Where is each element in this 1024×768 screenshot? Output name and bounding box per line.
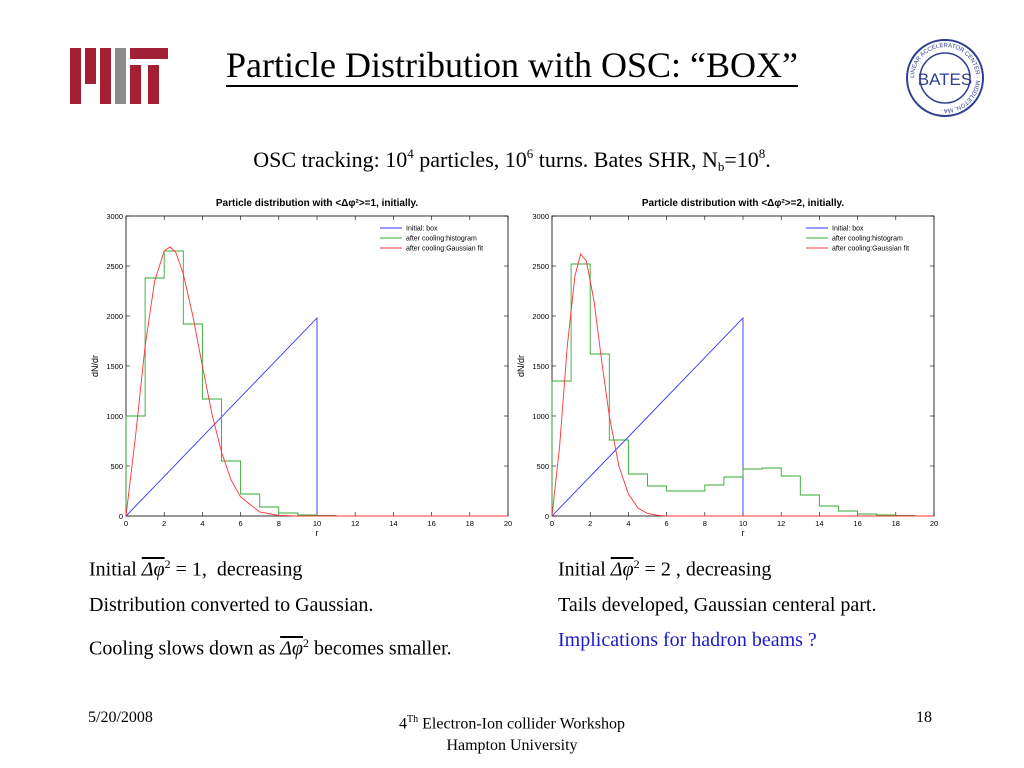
x-tick-label: 20	[930, 519, 938, 528]
x-tick-label: 8	[703, 519, 707, 528]
mit-logo	[70, 48, 168, 104]
series-line-1	[551, 263, 934, 517]
chart-title: Particle distribution with <Δφ²>=2, init…	[642, 198, 844, 209]
x-tick-label: 12	[777, 519, 785, 528]
x-tick-label: 0	[124, 519, 128, 528]
y-tick-label: 1500	[106, 362, 123, 371]
caption-left-line3-pre: Cooling slows down as	[89, 637, 276, 660]
legend-label-0: Initial: box	[832, 226, 864, 233]
y-tick-label: 3000	[532, 212, 549, 221]
y-tick-label: 1500	[532, 362, 549, 371]
slide-subtitle: OSC tracking: 104 particles, 106 turns. …	[0, 146, 1024, 175]
caption-right-eq: = 2 ,	[644, 558, 681, 581]
x-tick-label: 20	[504, 519, 512, 528]
footer-workshop-pre: 4	[399, 715, 408, 733]
series-line-2	[125, 246, 508, 517]
chart-title: Particle distribution with <Δφ²>=1, init…	[216, 198, 418, 209]
footer-workshop: 4Th Electron-Ion collider Workshop Hampt…	[0, 709, 1024, 757]
chart-delta-phi-1: Particle distribution with <Δφ²>=1, init…	[90, 198, 512, 538]
svg-text:BATES: BATES	[918, 70, 972, 89]
x-tick-label: 18	[892, 519, 900, 528]
x-tick-label: 2	[588, 519, 592, 528]
caption-right-math: Δφ	[610, 558, 634, 581]
y-tick-label: 3000	[106, 212, 123, 221]
caption-left-tail: decreasing	[216, 558, 303, 581]
legend-label-2: after cooling:Gaussian fit	[406, 246, 483, 253]
caption-left-math: Δφ	[141, 558, 165, 581]
caption-right-line2: Tails developed, Gaussian centeral part.	[558, 594, 877, 616]
x-tick-label: 14	[815, 519, 823, 528]
x-tick-label: 2	[162, 519, 166, 528]
footer-venue: Hampton University	[446, 737, 578, 755]
subtitle-mid3: =10	[724, 147, 759, 172]
y-tick-label: 1000	[106, 412, 123, 421]
subtitle-mid2: turns. Bates SHR, N	[533, 147, 718, 172]
legend-label-2: after cooling:Gaussian fit	[832, 246, 909, 253]
caption-left-line3-math: Δφ	[280, 637, 303, 660]
subtitle-exp2: 6	[526, 146, 534, 161]
y-tick-label: 500	[110, 462, 123, 471]
x-tick-label: 6	[665, 519, 669, 528]
y-tick-label: 1000	[532, 412, 549, 421]
subtitle-suffix: .	[765, 147, 771, 172]
caption-left-sup: 2	[164, 557, 171, 571]
x-tick-label: 0	[550, 519, 554, 528]
chart-delta-phi-2: Particle distribution with <Δφ²>=2, init…	[516, 198, 938, 538]
caption-left-line2: Distribution converted to Gaussian.	[89, 594, 374, 616]
x-axis-label: r	[316, 528, 319, 538]
y-tick-label: 2000	[106, 312, 123, 321]
y-axis-label: dN/dr	[90, 355, 100, 377]
legend-label-0: Initial: box	[406, 226, 438, 233]
footer-workshop-post: Electron-Ion collider Workshop	[418, 715, 625, 733]
footer-date: 5/20/2008	[88, 709, 153, 726]
caption-right-line1: Initial Δφ2 = 2 , decreasing	[558, 557, 771, 582]
caption-right-initial: Initial	[558, 558, 606, 581]
subtitle-exp1: 4	[407, 146, 414, 161]
caption-left-eq: = 1,	[175, 558, 207, 581]
caption-left-line3-sup: 2	[302, 636, 309, 650]
x-tick-label: 10	[739, 519, 747, 528]
x-tick-label: 18	[466, 519, 474, 528]
slide-title: Particle Distribution with OSC: “BOX”	[0, 44, 1024, 87]
subtitle-exp3: 8	[758, 146, 766, 161]
caption-left-line3-post: becomes smaller.	[313, 637, 452, 660]
x-tick-label: 14	[389, 519, 397, 528]
bates-seal-logo: LINEAR ACCELERATOR CENTER · MIDDLETON, M…	[906, 39, 984, 117]
legend-label-1: after cooling:histogram	[832, 236, 903, 243]
y-tick-label: 2500	[106, 262, 123, 271]
y-tick-label: 2500	[532, 262, 549, 271]
y-tick-label: 0	[119, 512, 123, 521]
series-line-2	[551, 253, 934, 517]
y-tick-label: 0	[545, 512, 549, 521]
caption-right-tail: decreasing	[685, 558, 772, 581]
x-tick-label: 12	[351, 519, 359, 528]
x-tick-label: 10	[313, 519, 321, 528]
x-tick-label: 16	[853, 519, 861, 528]
x-tick-label: 4	[200, 519, 204, 528]
subtitle-sub: b	[717, 159, 725, 174]
caption-left-line3: Cooling slows down as Δφ2 becomes smalle…	[89, 636, 452, 661]
footer-workshop-sup: Th	[407, 714, 419, 725]
caption-right-sup: 2	[633, 557, 640, 571]
x-tick-label: 4	[626, 519, 630, 528]
legend-label-1: after cooling:histogram	[406, 236, 477, 243]
x-tick-label: 6	[239, 519, 243, 528]
subtitle-prefix: OSC tracking: 10	[253, 147, 408, 172]
x-axis-label: r	[742, 528, 745, 538]
subtitle-mid1: particles, 10	[413, 147, 527, 172]
y-axis-label: dN/dr	[516, 355, 526, 377]
caption-left-line1: Initial Δφ2 = 1, decreasing	[89, 557, 302, 582]
footer-page-number: 18	[916, 709, 932, 726]
slide-title-text: Particle Distribution with OSC: “BOX”	[226, 45, 798, 87]
x-tick-label: 8	[277, 519, 281, 528]
x-tick-label: 16	[427, 519, 435, 528]
caption-right-line3: Implications for hadron beams ?	[558, 629, 817, 651]
y-tick-label: 500	[536, 462, 549, 471]
y-tick-label: 2000	[532, 312, 549, 321]
caption-left-initial: Initial	[89, 558, 137, 581]
